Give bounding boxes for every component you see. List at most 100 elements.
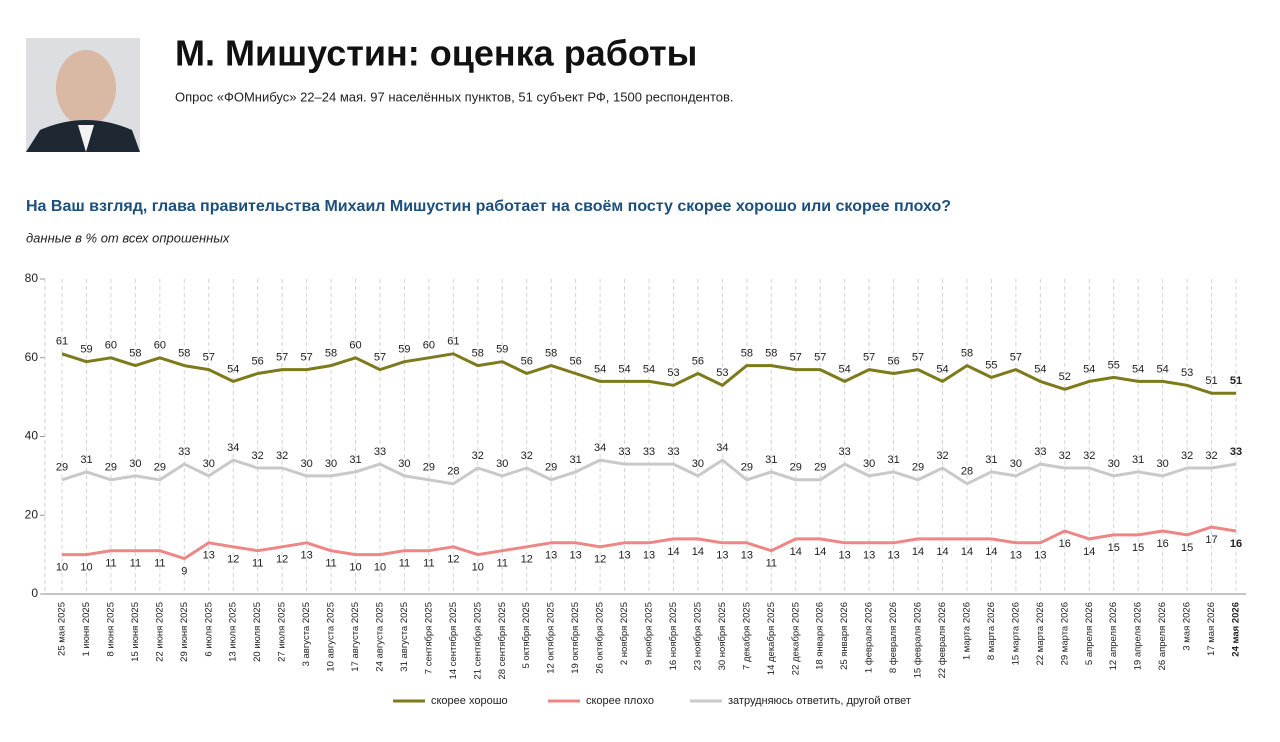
x-tick-label: 1 марта 2026	[961, 602, 972, 660]
data-label: 59	[398, 344, 410, 356]
data-label: 33	[1230, 446, 1242, 458]
x-tick-label: 31 августа 2025	[399, 602, 410, 672]
data-label: 57	[374, 351, 386, 363]
data-label: 30	[203, 458, 215, 470]
legend-label: скорее хорошо	[431, 695, 508, 707]
chart-title: На Ваш взгляд, глава правительства Михаи…	[26, 198, 951, 215]
x-tick-label: 16 ноября 2025	[668, 602, 679, 670]
x-tick-label: 26 апреля 2026	[1157, 602, 1168, 670]
portrait	[26, 38, 140, 152]
y-tick-label: 0	[31, 586, 38, 600]
x-tick-label: 8 февраля 2026	[888, 602, 899, 673]
data-label: 60	[154, 340, 166, 352]
data-label: 14	[985, 546, 997, 558]
data-label: 32	[521, 450, 533, 462]
x-tick-label: 12 апреля 2026	[1108, 602, 1119, 670]
data-label: 10	[56, 562, 68, 574]
data-label: 58	[178, 348, 190, 360]
data-label: 33	[178, 446, 190, 458]
data-label: 31	[349, 454, 361, 466]
data-label: 14	[667, 546, 679, 558]
data-label: 56	[887, 355, 899, 367]
data-label: 14	[912, 546, 924, 558]
series-line	[61, 458, 1237, 486]
legend-label: затрудняюсь ответить, другой ответ	[728, 695, 911, 707]
x-tick-label: 30 ноября 2025	[717, 602, 728, 670]
data-label: 57	[300, 351, 312, 363]
data-label: 56	[521, 355, 533, 367]
x-tick-label: 21 сентября 2025	[472, 602, 483, 680]
x-tick-label: 20 июля 2025	[252, 602, 263, 662]
data-label: 32	[1181, 450, 1193, 462]
data-label: 11	[399, 558, 410, 570]
data-label: 13	[300, 550, 312, 562]
data-label: 29	[814, 462, 826, 474]
x-tick-label: 22 декабря 2025	[790, 602, 801, 675]
data-label: 58	[325, 348, 337, 360]
data-label: 14	[790, 546, 802, 558]
data-label: 34	[594, 442, 606, 454]
data-label: 32	[1059, 450, 1071, 462]
y-tick-label: 80	[25, 271, 39, 285]
data-label: 30	[398, 458, 410, 470]
data-label: 32	[276, 450, 288, 462]
data-label: 29	[545, 462, 557, 474]
x-tick-label: 3 августа 2025	[301, 602, 312, 666]
data-label: 13	[887, 550, 899, 562]
data-label: 13	[570, 550, 582, 562]
chart-subtitle: данные в % от всех опрошенных	[26, 230, 230, 245]
x-tick-label: 27 июля 2025	[277, 602, 288, 662]
data-label: 29	[912, 462, 924, 474]
data-label: 13	[618, 550, 630, 562]
series-line	[61, 352, 1236, 395]
x-tick-label: 22 июня 2025	[154, 602, 165, 662]
data-label: 53	[1181, 367, 1193, 379]
data-label: 16	[1230, 538, 1242, 550]
data-label: 51	[1205, 375, 1217, 387]
x-tick-label: 9 ноября 2025	[644, 602, 655, 665]
data-label: 13	[545, 550, 557, 562]
x-tick-label: 15 февраля 2026	[913, 602, 924, 678]
x-tick-label: 17 августа 2025	[350, 602, 361, 672]
data-label: 13	[203, 550, 215, 562]
data-label: 60	[105, 340, 117, 352]
x-tick-label: 19 октября 2025	[570, 602, 581, 674]
data-label: 57	[1010, 351, 1022, 363]
data-label: 58	[961, 348, 973, 360]
data-label: 13	[741, 550, 753, 562]
x-tick-label: 28 сентября 2025	[497, 602, 508, 680]
x-tick-label: 19 апреля 2026	[1133, 602, 1144, 670]
x-tick-label: 17 мая 2026	[1206, 602, 1217, 656]
x-tick-label: 3 мая 2026	[1182, 602, 1193, 651]
data-label: 54	[594, 363, 606, 375]
data-label: 54	[618, 363, 630, 375]
data-label: 51	[1230, 375, 1242, 387]
data-label: 55	[1108, 359, 1120, 371]
x-tick-label: 2 ноября 2025	[619, 602, 630, 665]
data-label: 32	[472, 450, 484, 462]
data-label: 14	[1083, 546, 1095, 558]
data-label: 14	[961, 546, 973, 558]
data-label: 11	[252, 558, 263, 570]
data-label: 31	[887, 454, 899, 466]
data-label: 33	[643, 446, 655, 458]
x-tick-label: 13 июля 2025	[228, 602, 239, 662]
y-tick-label: 20	[25, 507, 39, 521]
data-label: 58	[765, 348, 777, 360]
data-label: 54	[1034, 363, 1046, 375]
data-label: 30	[1108, 458, 1120, 470]
data-label: 57	[912, 351, 924, 363]
x-tick-label: 15 июня 2025	[130, 602, 141, 662]
data-label: 30	[1157, 458, 1169, 470]
x-tick-label: 23 ноября 2025	[692, 602, 703, 670]
data-label: 53	[667, 367, 679, 379]
data-label: 54	[1083, 363, 1095, 375]
data-label: 16	[1157, 538, 1169, 550]
data-label: 57	[203, 351, 215, 363]
x-tick-label: 25 мая 2025	[57, 602, 68, 656]
data-label: 13	[1010, 550, 1022, 562]
data-label: 14	[692, 546, 704, 558]
data-label: 29	[423, 462, 435, 474]
data-label: 30	[325, 458, 337, 470]
data-label: 12	[447, 554, 459, 566]
